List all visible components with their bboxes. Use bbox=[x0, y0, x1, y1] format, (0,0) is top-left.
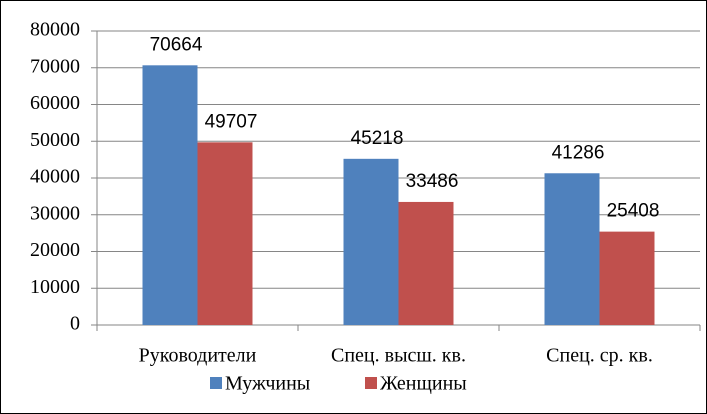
data-label: 41286 bbox=[552, 142, 605, 163]
bar bbox=[398, 201, 454, 325]
bar bbox=[197, 142, 253, 325]
bar bbox=[142, 65, 198, 325]
y-tick-label: 0 bbox=[70, 313, 80, 335]
x-tick-label: Спец. высш. кв. bbox=[331, 345, 466, 367]
legend-swatch bbox=[365, 377, 377, 389]
y-tick-label: 30000 bbox=[30, 202, 80, 224]
bar bbox=[599, 231, 655, 325]
data-label: 45218 bbox=[351, 128, 404, 149]
y-tick-label: 20000 bbox=[30, 239, 80, 261]
y-tick-label: 10000 bbox=[30, 276, 80, 298]
y-tick-label: 80000 bbox=[30, 19, 80, 41]
data-label: 70664 bbox=[150, 34, 203, 55]
data-label: 25408 bbox=[607, 201, 660, 222]
legend-label: Мужчины bbox=[225, 373, 310, 395]
x-tick-label: Руководители bbox=[139, 345, 257, 367]
bar bbox=[544, 173, 600, 325]
y-tick-label: 40000 bbox=[30, 166, 80, 188]
y-tick-label: 60000 bbox=[30, 92, 80, 114]
y-tick-label: 50000 bbox=[30, 129, 80, 151]
bar bbox=[343, 158, 399, 325]
x-tick-label: Спец. ср. кв. bbox=[546, 345, 653, 367]
y-tick-label: 70000 bbox=[30, 55, 80, 77]
legend-label: Женщины bbox=[380, 373, 467, 395]
data-label: 33486 bbox=[406, 171, 459, 192]
data-label: 49707 bbox=[205, 111, 258, 132]
legend-swatch bbox=[210, 377, 222, 389]
